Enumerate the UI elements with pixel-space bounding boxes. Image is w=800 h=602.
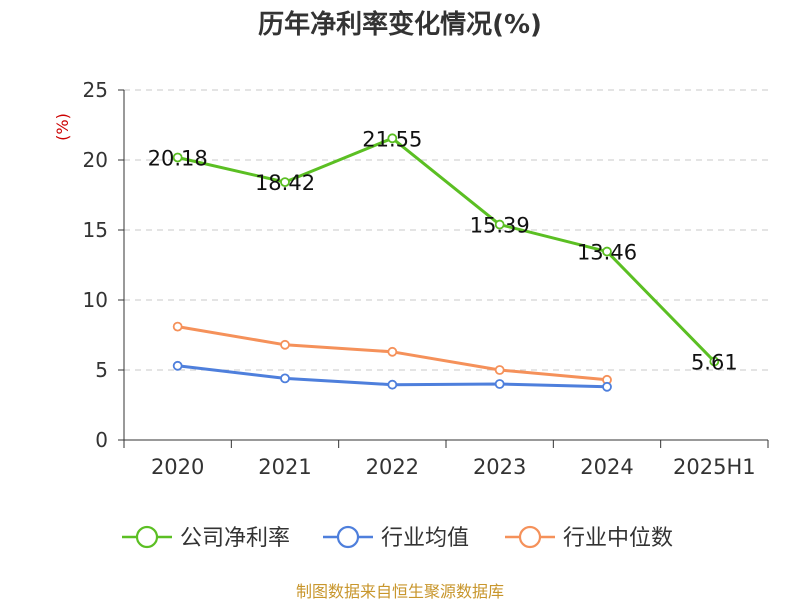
data-point-0 (602, 246, 612, 257)
legend-item: 行业中位数 (505, 525, 673, 551)
legend-label: 行业中位数 (563, 526, 673, 551)
data-label: 13.46 (577, 241, 637, 265)
data-point-0 (280, 177, 290, 188)
y-tick-label: 25 (83, 78, 108, 102)
data-point-1 (602, 381, 612, 392)
x-tick-label: 2021 (258, 455, 311, 479)
y-tick-label: 5 (95, 358, 108, 382)
y-tick-label: 20 (83, 148, 108, 172)
data-label: 18.42 (255, 171, 315, 195)
data-point-0 (387, 133, 398, 144)
y-axis-unit-label: (%) (53, 113, 72, 141)
legend-item: 公司净利率 (122, 525, 290, 551)
legend-item: 行业均值 (323, 525, 469, 551)
legend-marker (135, 525, 159, 549)
data-label: 21.55 (362, 127, 422, 151)
x-tick-label: 2020 (151, 455, 204, 479)
axes: 0 5 10 15 20 25 (%) 2020 2021 2022 2023 2024 2025H1 (53, 78, 769, 479)
data-point-0 (494, 219, 505, 230)
x-tick-label: 2024 (580, 455, 633, 479)
series-line-0 (177, 136, 716, 363)
source-footer: 制图数据来自恒生聚源数据库 (295, 582, 504, 601)
legend: 公司净利率 行业均值 行业中位数 (122, 525, 673, 551)
data-labels: 20.18 18.42 21.55 15.39 13.46 5.61 (148, 127, 738, 374)
data-point-2 (280, 339, 290, 350)
data-point-0 (172, 152, 183, 163)
data-point-1 (494, 379, 505, 389)
chart-title: 历年净利率变化情况(%) (258, 10, 542, 40)
x-tick-label: 2023 (473, 455, 526, 479)
data-point-2 (172, 321, 183, 332)
x-tick-label: 2025H1 (673, 455, 756, 479)
data-point-0 (709, 356, 720, 367)
grid-lines (124, 89, 768, 371)
data-point-2 (387, 346, 398, 357)
legend-marker (518, 525, 542, 549)
data-point-1 (387, 379, 398, 390)
y-tick-label: 0 (95, 428, 108, 452)
y-tick-label: 15 (83, 218, 108, 242)
series-lines (172, 133, 720, 392)
legend-marker (336, 525, 360, 549)
x-tick-label: 2022 (366, 455, 419, 479)
data-label: 5.61 (691, 350, 738, 374)
legend-label: 公司净利率 (180, 526, 290, 551)
data-point-1 (172, 360, 183, 371)
data-label: 15.39 (470, 214, 530, 238)
data-point-1 (280, 373, 290, 384)
data-label: 20.18 (148, 146, 208, 170)
y-tick-label: 10 (83, 288, 108, 312)
legend-label: 行业均值 (381, 526, 469, 551)
data-point-2 (494, 365, 505, 375)
